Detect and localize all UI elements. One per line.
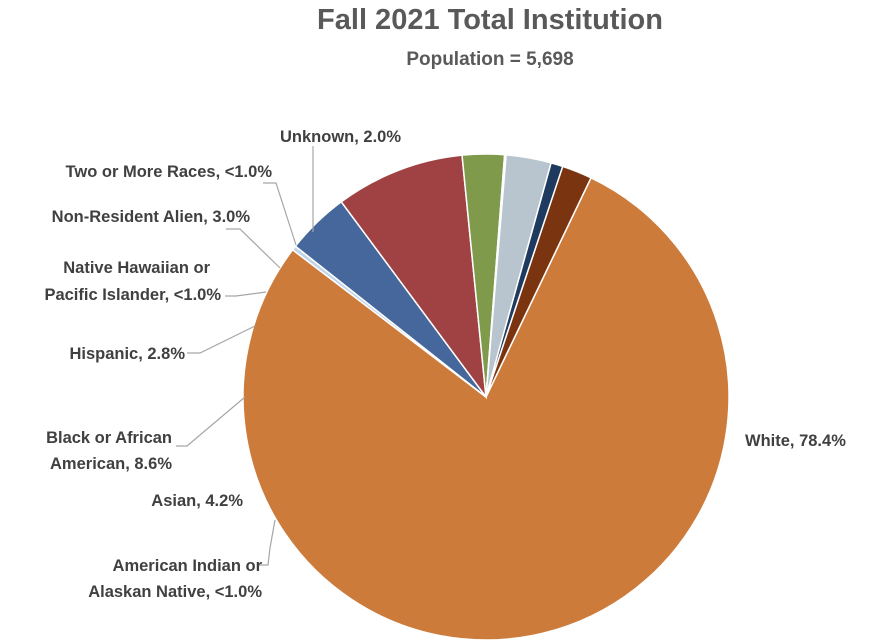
leader-line-black-or-african-american (176, 396, 246, 447)
pie-slices (242, 153, 730, 640)
leader-line-non-resident-alien (226, 228, 281, 269)
leader-line-american-indian-or-alaskan-native (258, 519, 276, 566)
pie-slice-unknown (485, 165, 593, 398)
chart-subtitle: Population = 5,698 (406, 49, 574, 70)
slice-label-hispanic: Hispanic, 2.8% (69, 345, 185, 363)
slice-label-asian: Asian, 4.2% (151, 492, 243, 510)
slice-label-white: White, 78.4% (745, 432, 846, 450)
leader-line-native-hawaiian-or-pacific-islander (225, 291, 267, 297)
slice-label-native-hawaiian-or-pacific-islander: Native Hawaiian or Pacific Islander, <1.0… (44, 259, 221, 304)
leader-line-two-or-more-races (263, 182, 297, 246)
slice-label-black-or-african-american: Black or African American, 8.6% (46, 429, 172, 473)
slice-label-non-resident-alien: Non-Resident Alien, 3.0% (52, 208, 251, 226)
slice-label-two-or-more-races: Two or More Races, <1.0% (66, 163, 273, 181)
pie-slice-white (242, 176, 730, 640)
pie-slice-black-or-african-american (340, 154, 488, 400)
leader-line-hispanic (187, 325, 256, 354)
leader-lines (176, 146, 314, 566)
slice-labels: White, 78.4% American Indian or Alaskan Na… (44, 128, 846, 601)
slice-label-unknown: Unknown, 2.0% (280, 128, 401, 146)
slice-label-american-indian-or-alaskan-native: American Indian or Alaskan Native, <1.0% (88, 557, 262, 601)
chart-title: Fall 2021 Total Institution (317, 4, 663, 36)
